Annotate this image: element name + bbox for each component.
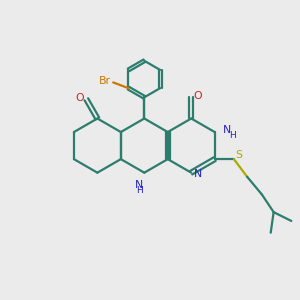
Text: O: O [76, 93, 84, 103]
Text: N: N [135, 180, 143, 190]
Text: H: H [136, 186, 142, 195]
Text: N: N [194, 169, 202, 179]
Text: H: H [230, 131, 236, 140]
Text: Br: Br [99, 76, 111, 86]
Text: S: S [236, 150, 243, 160]
Text: N: N [223, 125, 231, 135]
Text: O: O [194, 91, 202, 101]
